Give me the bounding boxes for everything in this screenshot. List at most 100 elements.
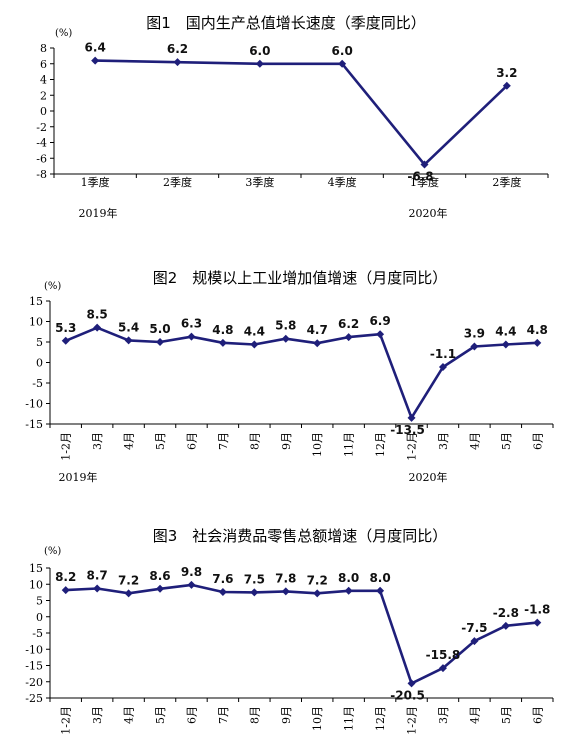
y-tick-label: -8 [36,168,47,181]
data-point-marker [376,586,385,595]
data-point-marker [533,338,542,347]
x-category-label: 11月 [343,706,356,731]
x-category-label: 1-2月 [406,432,419,461]
x-category-label: 5月 [154,706,167,724]
y-unit-label: (%) [44,546,61,557]
data-point-marker [156,584,165,593]
y-tick-label: 0 [40,105,47,118]
industrial-growth-chart: 图2 规模以上工业增加值增速（月度同比） (%) 15 10 5 0 -5 -10 -15 1… [0,265,572,495]
data-point-marker [255,59,264,68]
data-label: 5.0 [149,322,170,336]
data-label: 3.2 [496,66,517,80]
data-point-marker [407,413,416,422]
x-category-label: 6月 [185,432,198,450]
series-line [95,59,508,166]
y-tick-label: -10 [25,398,43,411]
data-label: 6.0 [249,44,270,58]
data-point-marker [93,584,102,593]
data-point-marker [61,336,70,345]
y-tick-label: 0 [36,357,43,370]
year-label: 2020年 [409,206,448,220]
data-label: 7.2 [118,573,139,587]
x-category-label: 12月 [374,706,387,731]
x-category-label: 6月 [185,706,198,724]
data-point-marker [156,338,165,346]
data-point-marker [501,340,510,349]
data-label: 8.7 [87,568,108,582]
x-category-label: 4月 [123,706,136,724]
data-point-marker [470,342,479,351]
data-point-marker [344,586,353,595]
y-unit-label: (%) [55,28,72,39]
data-label: 5.4 [118,320,139,334]
x-category-label: 9月 [280,706,293,724]
x-category-label: 8月 [248,706,261,724]
y-tick-label: -5 [32,627,43,640]
data-label: 7.2 [307,573,328,587]
data-point-marker [250,588,259,597]
x-category-label: 1-2月 [60,432,73,461]
data-label: -1.8 [524,603,550,617]
data-label: 6.4 [85,41,106,55]
data-label: 8.0 [338,571,359,585]
y-tick-label: -6 [36,152,47,165]
data-point-marker [250,340,259,349]
data-point-marker [124,336,133,345]
series-line [65,583,538,685]
data-label: 7.5 [244,572,265,586]
x-category-label: 4月 [468,706,481,724]
data-point-marker [376,330,385,339]
x-category-label: 1季度 [81,175,110,189]
data-label: -6.8 [407,170,433,184]
data-label: 5.8 [275,319,296,333]
data-label: -1.1 [430,347,456,361]
x-category-label: 10月 [311,706,324,731]
data-point-marker [218,588,227,597]
data-point-marker [281,334,290,343]
data-label: 8.2 [55,570,76,584]
data-label: 4.4 [244,324,265,338]
y-tick-label: 2 [40,89,47,102]
data-label: 6.0 [332,44,353,58]
retail-chart-svg: 图3 社会消费品零售总额增速（月度同比） (%) 15 10 5 0 -5 -10 -15 -… [25,527,554,735]
data-label: 4.8 [212,323,233,337]
x-category-label: 3月 [437,432,450,450]
x-category-label: 5月 [500,432,513,450]
series-line [65,326,538,420]
x-category-label: 11月 [343,432,356,457]
data-label: -13.5 [390,423,425,437]
gdp-growth-chart: 图1 国内生产总值增长速度（季度同比） (%) 8 6 4 2 0 -2 -4 -6 -8 1季度… [0,0,572,240]
data-label: 8.0 [369,571,390,585]
y-tick-label: 4 [40,74,47,87]
data-label: 5.3 [55,321,76,335]
y-tick-label: -4 [36,137,47,150]
x-category-label: 4季度 [328,175,357,189]
data-label: -7.5 [461,621,487,635]
data-point-marker [344,333,353,342]
data-label: 4.7 [307,323,328,337]
data-point-marker [61,586,70,595]
y-tick-label: 10 [29,316,43,329]
x-category-label: 5月 [154,432,167,450]
industrial-chart-svg: 图2 规模以上工业增加值增速（月度同比） (%) 15 10 5 0 -5 -10 -15 1… [25,269,554,484]
x-category-label: 3季度 [245,175,274,189]
y-tick-label: 15 [29,562,43,575]
y-tick-label: -15 [25,418,43,431]
y-tick-label: -5 [32,377,43,390]
x-category-label: 1-2月 [60,706,73,735]
x-category-label: 9月 [280,432,293,450]
data-label: 9.8 [181,565,202,579]
data-point-marker [502,81,511,90]
data-label: 4.8 [527,323,548,337]
data-point-marker [281,587,290,596]
y-tick-label: 5 [36,336,43,349]
data-label: 7.6 [212,572,233,586]
data-label: 6.3 [181,317,202,331]
data-label: 8.6 [149,569,170,583]
x-category-label: 3月 [91,706,104,724]
y-unit-label: (%) [44,281,61,292]
y-tick-label: 5 [36,595,43,608]
data-label: 7.8 [275,571,296,585]
x-category-label: 7月 [217,706,230,724]
data-label: 6.2 [167,42,188,56]
